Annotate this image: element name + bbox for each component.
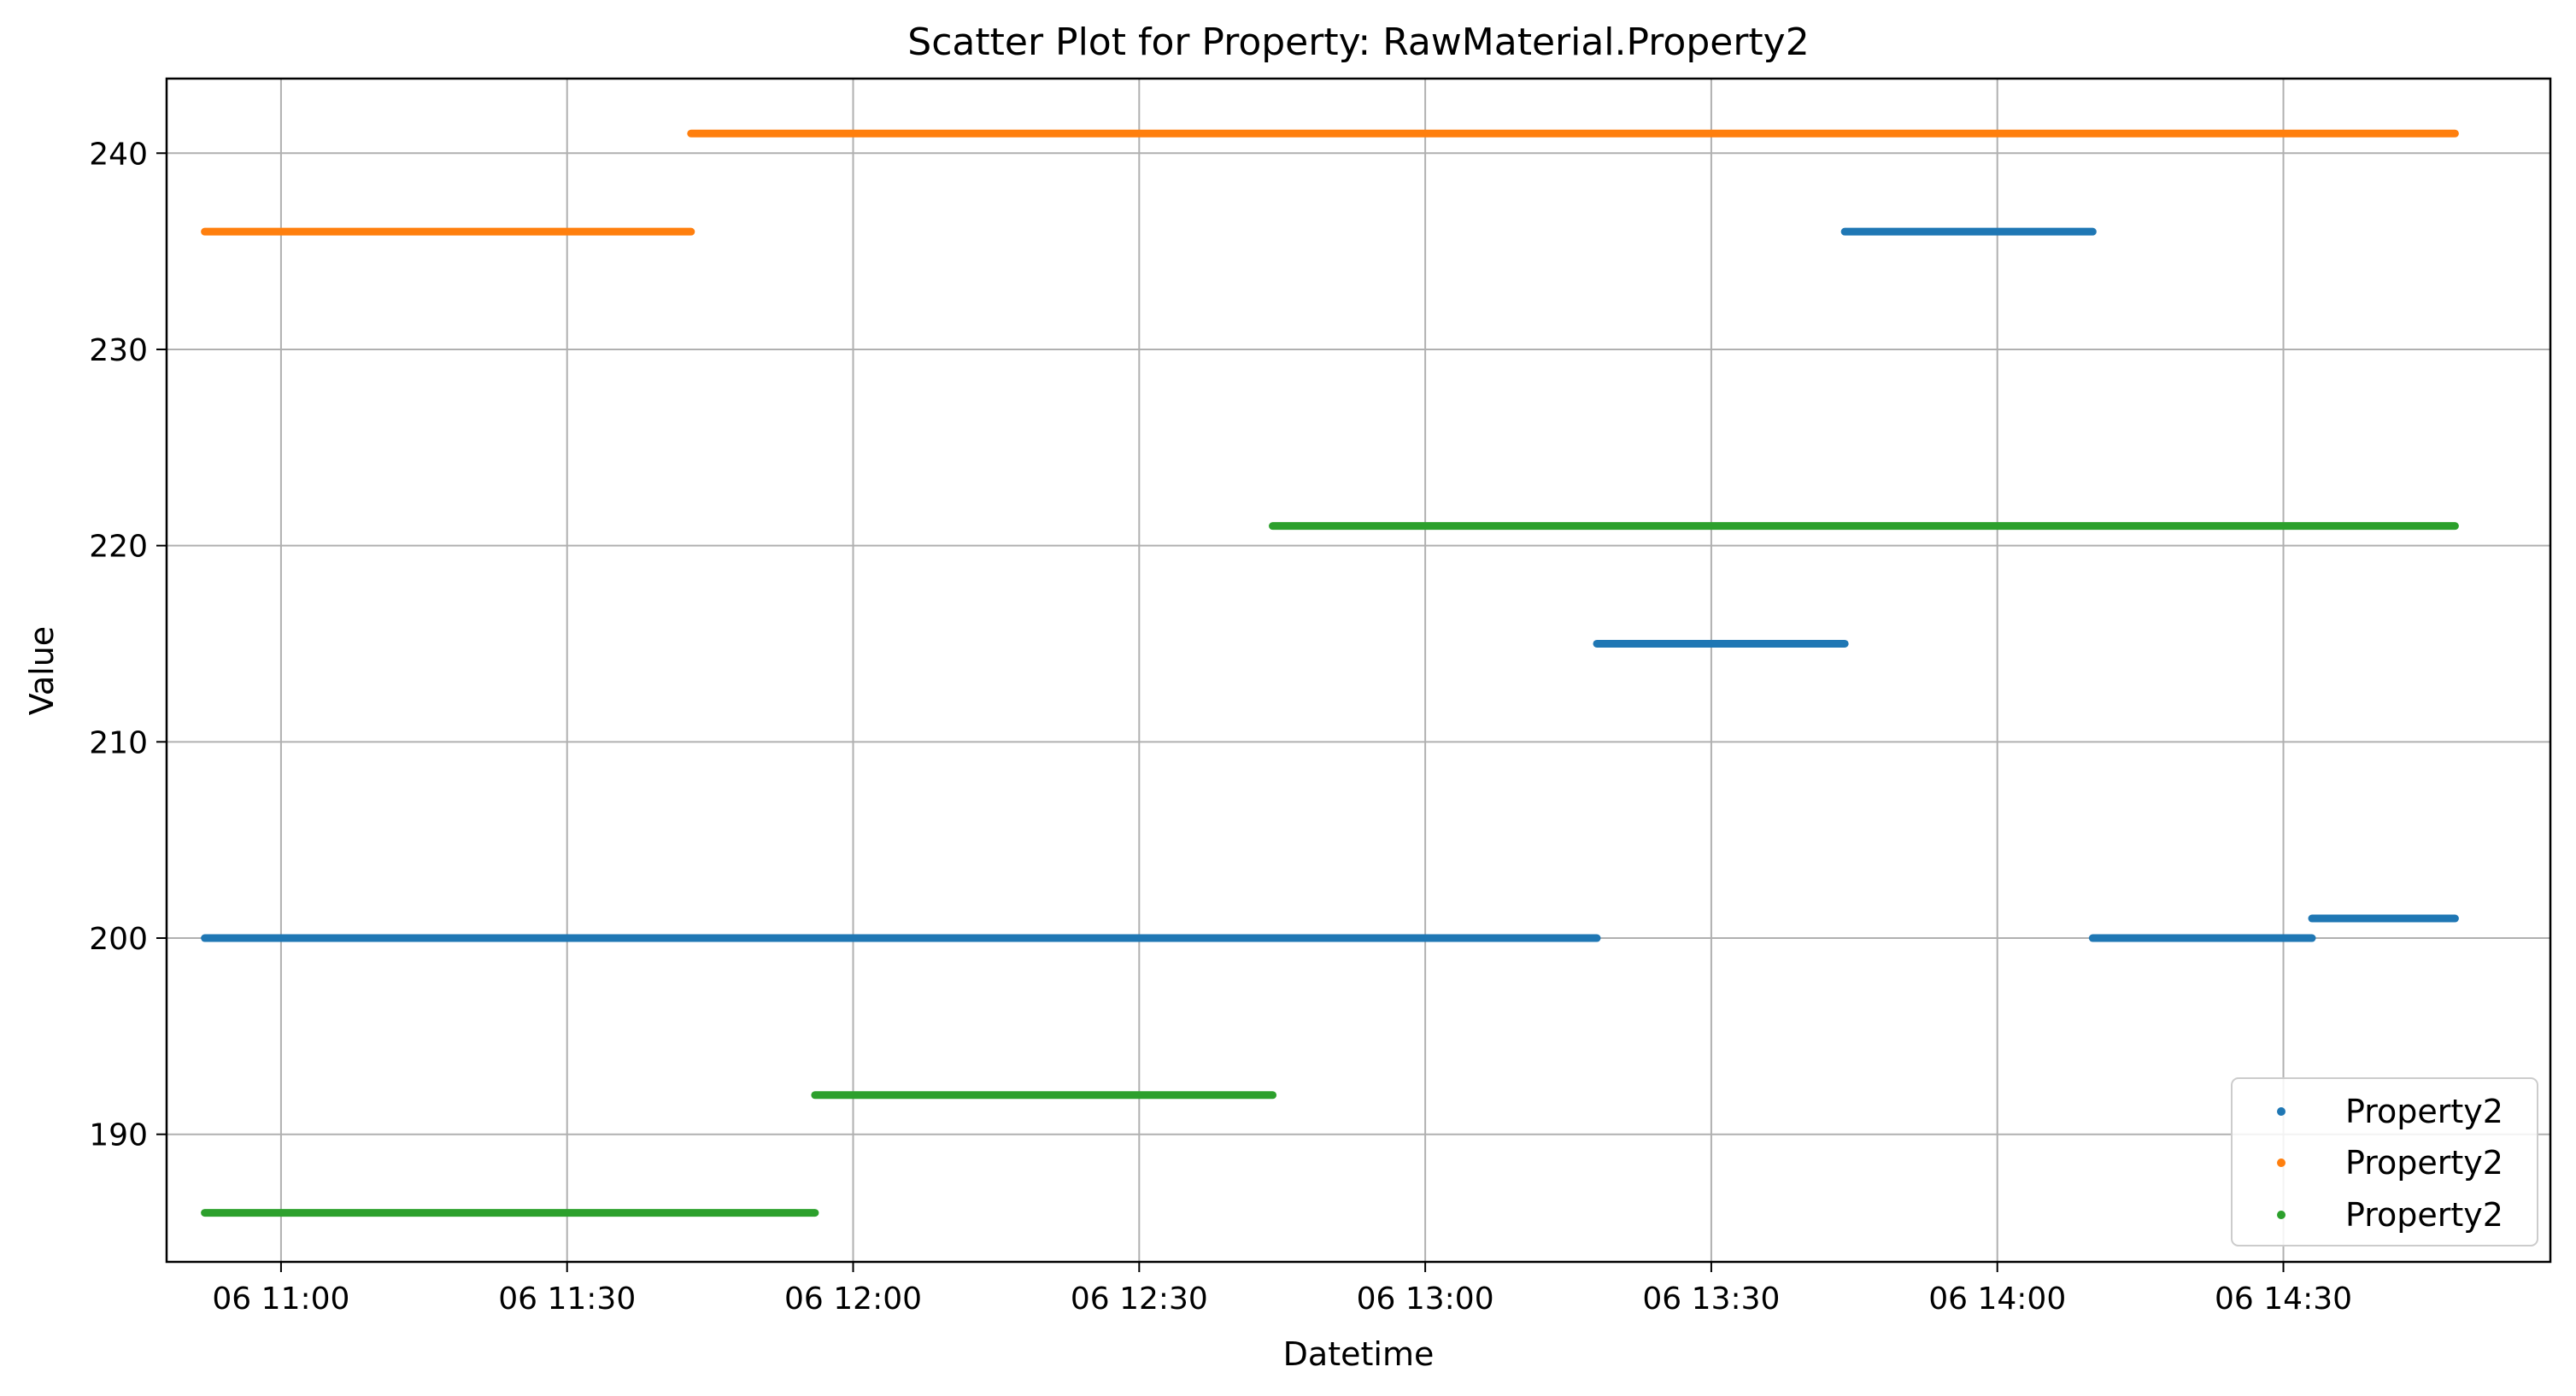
x-tick-label: 06 12:30 [1071,1282,1208,1317]
x-tick-label: 06 12:00 [784,1282,922,1317]
x-tick-label: 06 11:00 [212,1282,349,1317]
y-tick-label: 230 [89,333,148,368]
legend: Property2 Property2 Property2 [2231,1077,2538,1246]
legend-label-series-2: Property2 [2345,1144,2503,1182]
y-tick-label: 220 [89,530,148,565]
legend-label-series-1: Property2 [2345,1093,2503,1130]
y-tick-label: 190 [89,1118,148,1153]
y-tick-label: 200 [89,922,148,957]
x-tick-label: 06 13:30 [1642,1282,1780,1317]
x-tick-label: 06 13:00 [1357,1282,1494,1317]
y-tick-label: 210 [89,725,148,760]
x-axis-label: Datetime [1283,1335,1435,1373]
x-tick-label: 06 11:30 [498,1282,636,1317]
series-3 [201,522,2459,1217]
x-tick-label: 06 14:30 [2215,1282,2352,1317]
legend-marker-series-2 [2277,1158,2286,1167]
y-tick-label: 240 [89,137,148,172]
data-layer [201,129,2459,1217]
plot-frame [165,77,2552,1264]
y-ticks: 190 200 210 220 230 240 [89,137,167,1153]
legend-box [2231,1077,2538,1246]
chart-title: Scatter Plot for Property: RawMaterial.P… [907,21,1809,64]
legend-marker-series-1 [2277,1107,2286,1116]
legend-marker-series-3 [2277,1211,2286,1219]
legend-label-series-3: Property2 [2345,1196,2503,1234]
series-1 [201,227,2459,942]
x-ticks: 06 11:00 06 11:30 06 12:00 06 12:30 06 13:00… [212,1262,2352,1317]
y-axis-label: Value [23,626,61,715]
x-tick-label: 06 14:00 [1928,1282,2066,1317]
series-2 [201,129,2459,236]
